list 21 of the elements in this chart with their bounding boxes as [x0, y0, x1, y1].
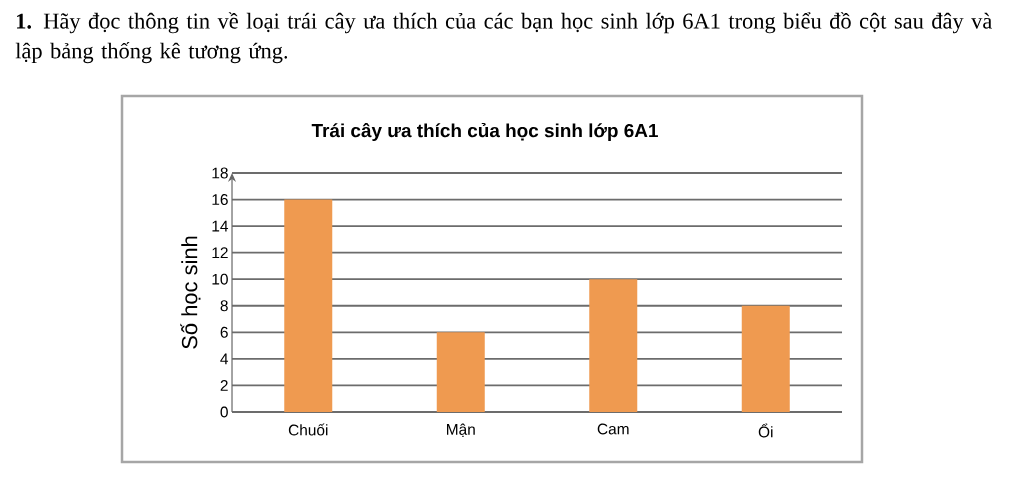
- bar: [436, 332, 485, 412]
- bar: [741, 305, 790, 412]
- bar: [589, 279, 638, 412]
- bar: [284, 199, 333, 412]
- x-tick-label: Ổi: [758, 423, 773, 438]
- y-tick-label: 10: [212, 273, 228, 285]
- y-axis-title: Số học sinh: [180, 236, 201, 349]
- y-tick-label: 14: [212, 220, 229, 232]
- y-tick-label: 2: [220, 380, 228, 391]
- y-tick-label: 16: [212, 194, 228, 206]
- chart-title: Trái cây ưa thích của học sinh lớp 6A1: [311, 122, 658, 142]
- x-tick-label: Chuối: [288, 423, 328, 436]
- x-tick-label: Mận: [447, 423, 475, 438]
- y-tick-label: 6: [220, 326, 228, 338]
- y-tick-label: 0: [220, 406, 228, 418]
- x-tick-label: Cam: [597, 423, 629, 435]
- y-tick-label: 8: [220, 300, 228, 312]
- y-tick-label: 18: [212, 167, 228, 179]
- y-tick-label: 4: [220, 353, 229, 365]
- text: 1. Hãy đọc thông tin về loại trái cây ưa thích của các bạn học sinh lớp 6A1 trong biểu đồ cột sau đây và lập bảng thống kê tương ứng.: [15, 12, 992, 64]
- y-tick-label: 12: [212, 247, 228, 259]
